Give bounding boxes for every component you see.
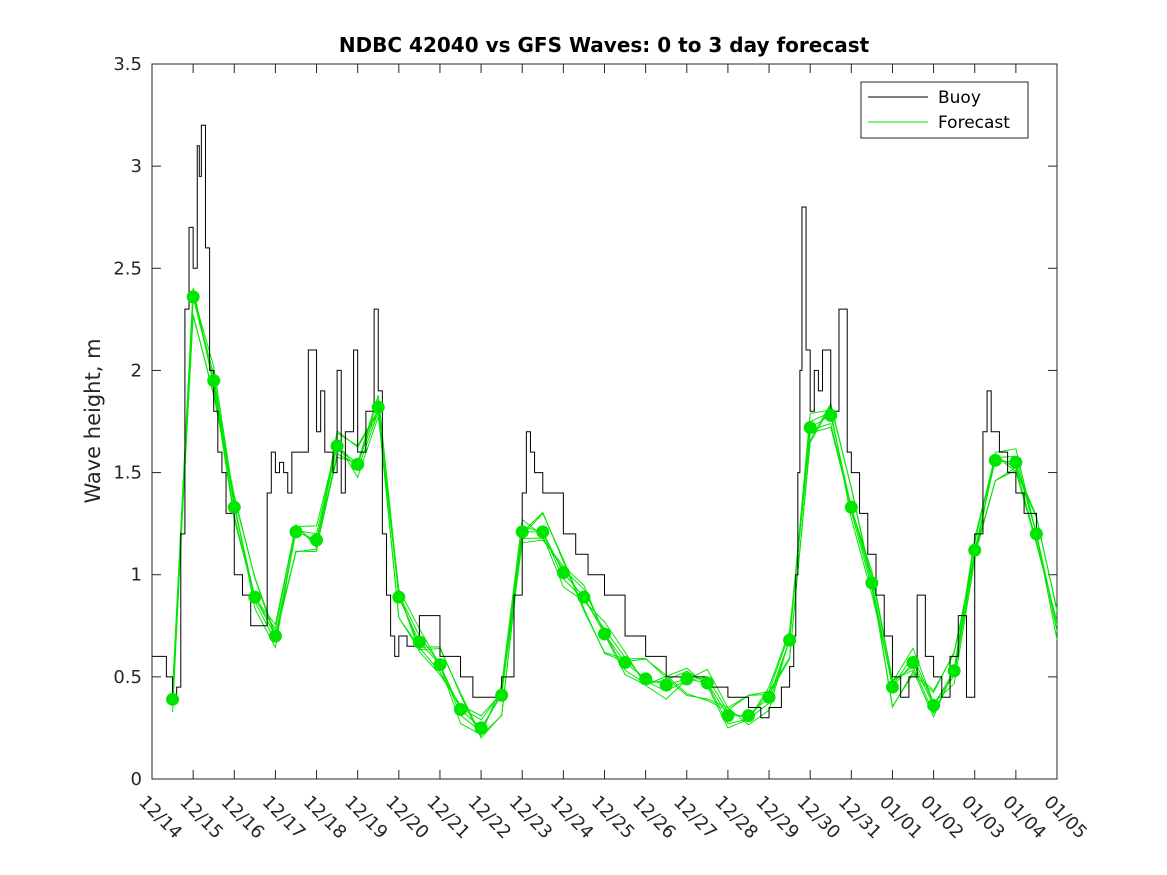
y-tick-label: 2.5 xyxy=(113,258,142,279)
forecast-marker xyxy=(556,566,570,580)
forecast-marker xyxy=(248,590,262,604)
forecast-marker xyxy=(536,525,550,539)
legend: Buoy Forecast xyxy=(860,81,1029,139)
forecast-marker xyxy=(659,678,673,692)
y-tick-label: 1 xyxy=(131,565,142,586)
chart-title: NDBC 42040 vs GFS Waves: 0 to 3 day fore… xyxy=(339,33,870,57)
x-tick-label: 01/04 xyxy=(998,792,1050,844)
forecast-marker xyxy=(412,635,426,649)
x-tick-label: 12/19 xyxy=(340,792,392,844)
forecast-marker xyxy=(330,439,344,453)
forecast-marker xyxy=(721,709,735,723)
forecast-marker xyxy=(865,576,879,590)
forecast-line-6 xyxy=(172,314,1058,737)
y-axis-label: Wave height, m xyxy=(81,338,105,503)
legend-forecast-label: Forecast xyxy=(938,113,1010,133)
x-tick-label: 12/28 xyxy=(710,792,762,844)
x-tick-label: 12/21 xyxy=(422,792,474,844)
y-tick-label: 0.5 xyxy=(113,667,142,688)
legend-buoy-label: Buoy xyxy=(938,88,981,108)
x-tick-label: 12/24 xyxy=(546,792,598,844)
forecast-marker xyxy=(968,543,982,557)
x-tick-label: 12/23 xyxy=(505,792,557,844)
x-tick-label: 12/29 xyxy=(752,792,804,844)
x-tick-label: 12/14 xyxy=(134,792,186,844)
x-tick-label: 12/16 xyxy=(217,792,269,844)
x-tick-label: 01/03 xyxy=(957,792,1009,844)
forecast-marker xyxy=(371,400,385,414)
forecast-marker xyxy=(1029,527,1043,541)
forecast-marker xyxy=(988,453,1002,467)
x-tick-label: 12/25 xyxy=(587,792,639,844)
forecast-marker xyxy=(598,627,611,641)
x-tick-label: 12/30 xyxy=(793,792,845,844)
y-tick-label: 3 xyxy=(131,156,142,177)
forecast-marker xyxy=(351,457,365,471)
forecast-marker xyxy=(803,421,817,435)
forecast-marker xyxy=(433,658,447,672)
forecast-marker xyxy=(639,672,653,686)
y-tick-label: 0 xyxy=(131,769,142,790)
x-tick-label: 12/27 xyxy=(669,792,721,844)
x-tick-label: 01/05 xyxy=(1039,792,1091,844)
x-tick-label: 12/22 xyxy=(464,792,516,844)
forecast-marker xyxy=(268,629,282,643)
forecast-marker xyxy=(289,525,303,539)
x-tick-label: 12/31 xyxy=(834,792,886,844)
forecast-marker xyxy=(741,709,755,723)
forecast-marker xyxy=(495,688,509,702)
forecast-marker xyxy=(454,703,468,717)
forecast-marker xyxy=(207,374,221,388)
x-tick-label: 01/02 xyxy=(916,792,968,844)
forecast-marker xyxy=(618,656,632,670)
forecast-marker xyxy=(1009,455,1023,469)
y-tick-label: 2 xyxy=(131,360,142,381)
forecast-marker xyxy=(186,290,200,304)
forecast-marker xyxy=(927,698,941,712)
forecast-marker xyxy=(577,590,591,604)
forecast-marker xyxy=(227,500,241,514)
forecast-marker xyxy=(680,672,694,686)
forecast-marker xyxy=(783,633,797,647)
x-tick-label: 12/26 xyxy=(628,792,680,844)
x-tick-label: 12/17 xyxy=(258,792,310,844)
forecast-marker xyxy=(885,680,899,694)
forecast-marker xyxy=(166,692,180,706)
x-tick-label: 12/20 xyxy=(381,792,433,844)
forecast-marker xyxy=(947,664,961,678)
y-tick-label: 1.5 xyxy=(113,463,142,484)
legend-box xyxy=(860,81,1029,139)
forecast-marker xyxy=(474,721,488,735)
x-tick-label: 12/18 xyxy=(299,792,351,844)
forecast-marker xyxy=(762,690,776,704)
plot-area xyxy=(151,63,1058,780)
forecast-line-2 xyxy=(172,294,1058,736)
forecast-marker xyxy=(700,676,714,690)
forecast-marker xyxy=(824,408,838,422)
buoy-line xyxy=(152,124,1037,719)
forecast-marker xyxy=(844,500,858,514)
x-tick-label: 01/01 xyxy=(875,792,927,844)
forecast-marker xyxy=(906,656,920,670)
x-tick-label: 12/15 xyxy=(176,792,228,844)
forecast-marker xyxy=(515,525,529,539)
y-tick-label: 3.5 xyxy=(113,54,142,75)
forecast-marker xyxy=(310,533,324,547)
forecast-marker xyxy=(392,590,406,604)
